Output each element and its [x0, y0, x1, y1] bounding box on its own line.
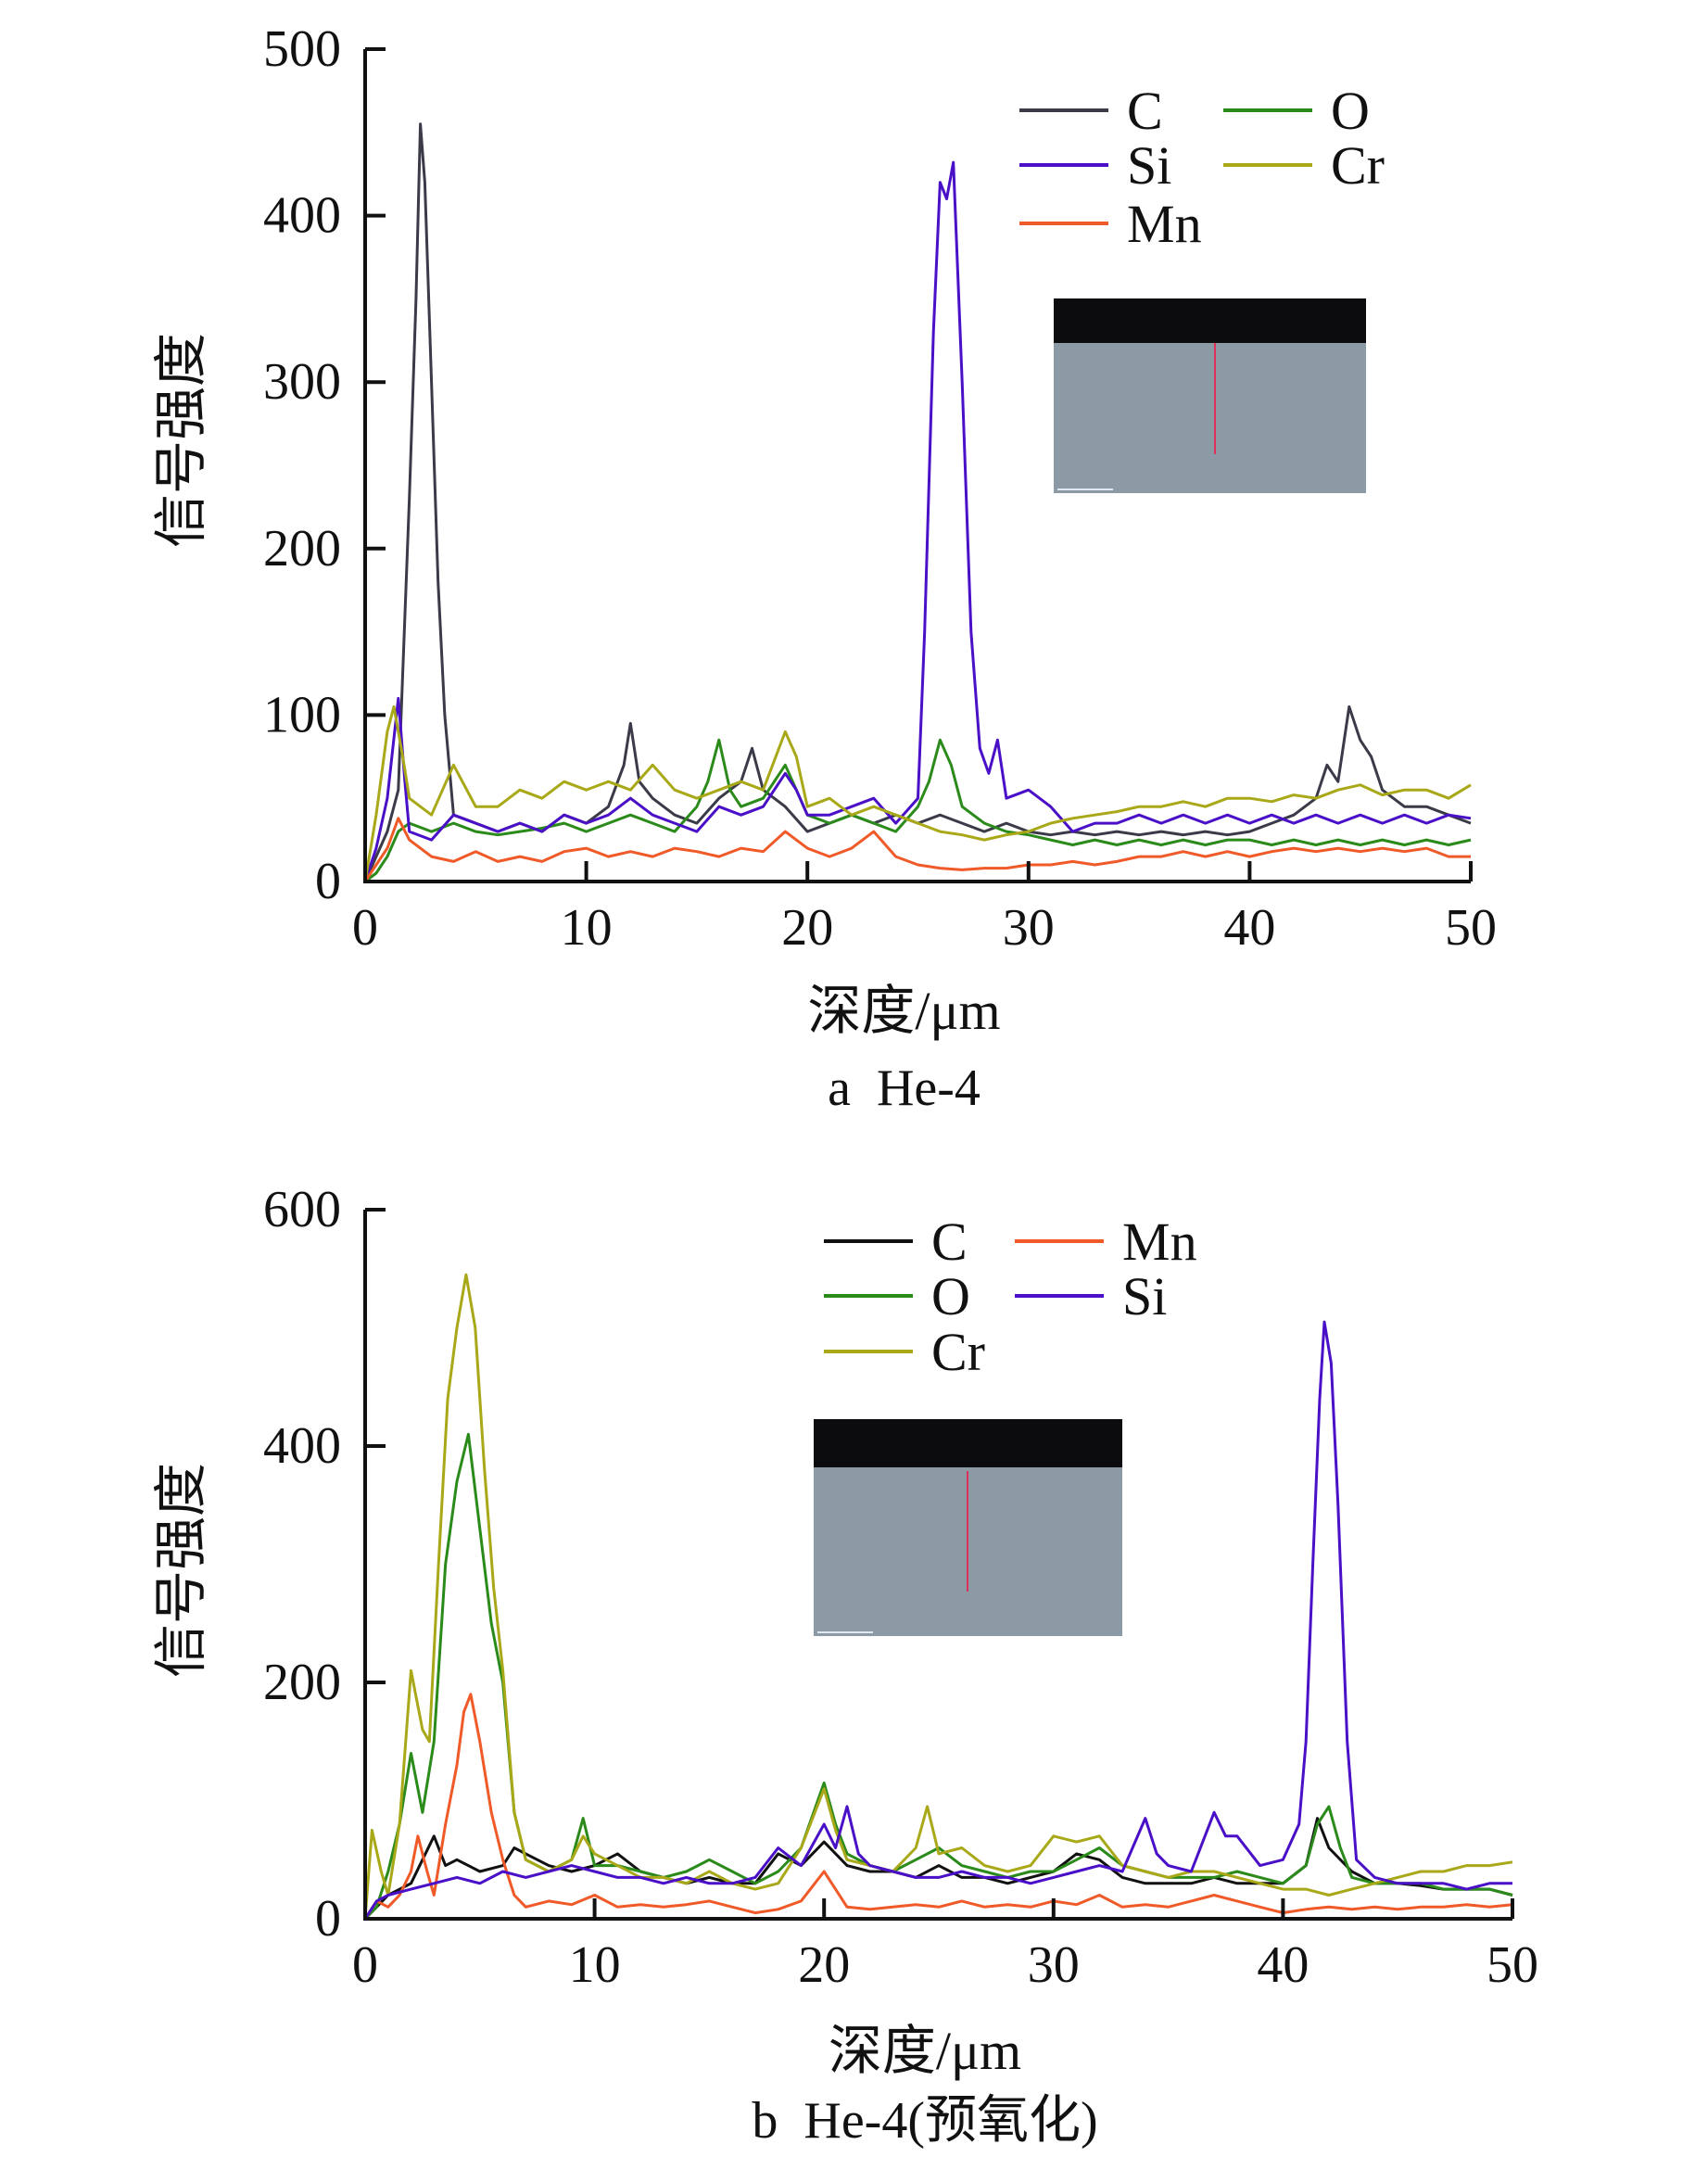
- legend-label-si: Si: [1127, 135, 1171, 196]
- scale-bar: [817, 1631, 873, 1633]
- x-tick-label: 30: [1003, 899, 1055, 957]
- y-tick-label: 300: [263, 353, 341, 411]
- legend-label-o: O: [1331, 81, 1370, 141]
- chart-caption: b He-4(预氧化): [752, 2092, 1097, 2150]
- legend-label-cr: Cr: [931, 1322, 985, 1382]
- series-line-si: [363, 1320, 1512, 1920]
- micrograph-inset-b: [814, 1419, 1122, 1636]
- scale-bar: [1057, 488, 1113, 490]
- series-line-mn: [363, 1693, 1513, 1920]
- chart-caption: a He-4: [828, 1059, 981, 1117]
- series-line-cr: [363, 704, 1472, 882]
- inset-dark-layer: [814, 1419, 1122, 1467]
- x-tick-label: 30: [1028, 1936, 1080, 1994]
- series-line-cr: [363, 1273, 1513, 1920]
- y-axis-label: 信号强度: [149, 333, 212, 548]
- micrograph-inset-a: [1054, 298, 1366, 493]
- x-tick-label: 20: [781, 899, 833, 957]
- series-line-mn: [363, 817, 1471, 882]
- scan-line: [1214, 343, 1216, 454]
- y-tick-label: 200: [263, 520, 341, 577]
- y-tick-label: 400: [263, 1417, 341, 1475]
- series-line-o: [364, 738, 1472, 883]
- x-tick-label: 50: [1487, 1936, 1538, 1994]
- legend-label-o: O: [931, 1266, 970, 1326]
- scan-line: [967, 1471, 968, 1592]
- y-tick-label: 0: [315, 853, 341, 910]
- inset-dark-layer: [1054, 298, 1366, 343]
- x-tick-label: 40: [1257, 1936, 1309, 1994]
- x-tick-label: 10: [569, 1936, 621, 1994]
- y-axis-label: 信号强度: [149, 1463, 212, 1678]
- y-tick-label: 500: [263, 20, 341, 78]
- x-tick-label: 50: [1445, 899, 1497, 957]
- legend-label-mn: Mn: [1127, 194, 1202, 254]
- legend-label-c: C: [1127, 81, 1163, 141]
- series-line-si: [363, 160, 1472, 882]
- x-axis-label: 深度/μm: [807, 981, 1000, 1041]
- x-tick-label: 20: [798, 1936, 850, 1994]
- x-tick-label: 0: [352, 1936, 378, 1994]
- y-tick-label: 0: [315, 1890, 341, 1948]
- y-tick-label: 600: [263, 1181, 341, 1238]
- x-tick-label: 10: [561, 899, 613, 957]
- y-tick-label: 100: [263, 686, 341, 743]
- legend-label-si: Si: [1122, 1266, 1167, 1326]
- legend-label-c: C: [931, 1212, 968, 1272]
- x-axis-label: 深度/μm: [829, 2021, 1021, 2081]
- series-line-o: [363, 1432, 1513, 1921]
- legend-label-mn: Mn: [1122, 1212, 1197, 1272]
- legend-label-cr: Cr: [1331, 135, 1385, 196]
- x-tick-label: 0: [352, 899, 378, 957]
- y-tick-label: 400: [263, 187, 341, 245]
- y-tick-label: 200: [263, 1654, 341, 1711]
- x-tick-label: 40: [1223, 899, 1275, 957]
